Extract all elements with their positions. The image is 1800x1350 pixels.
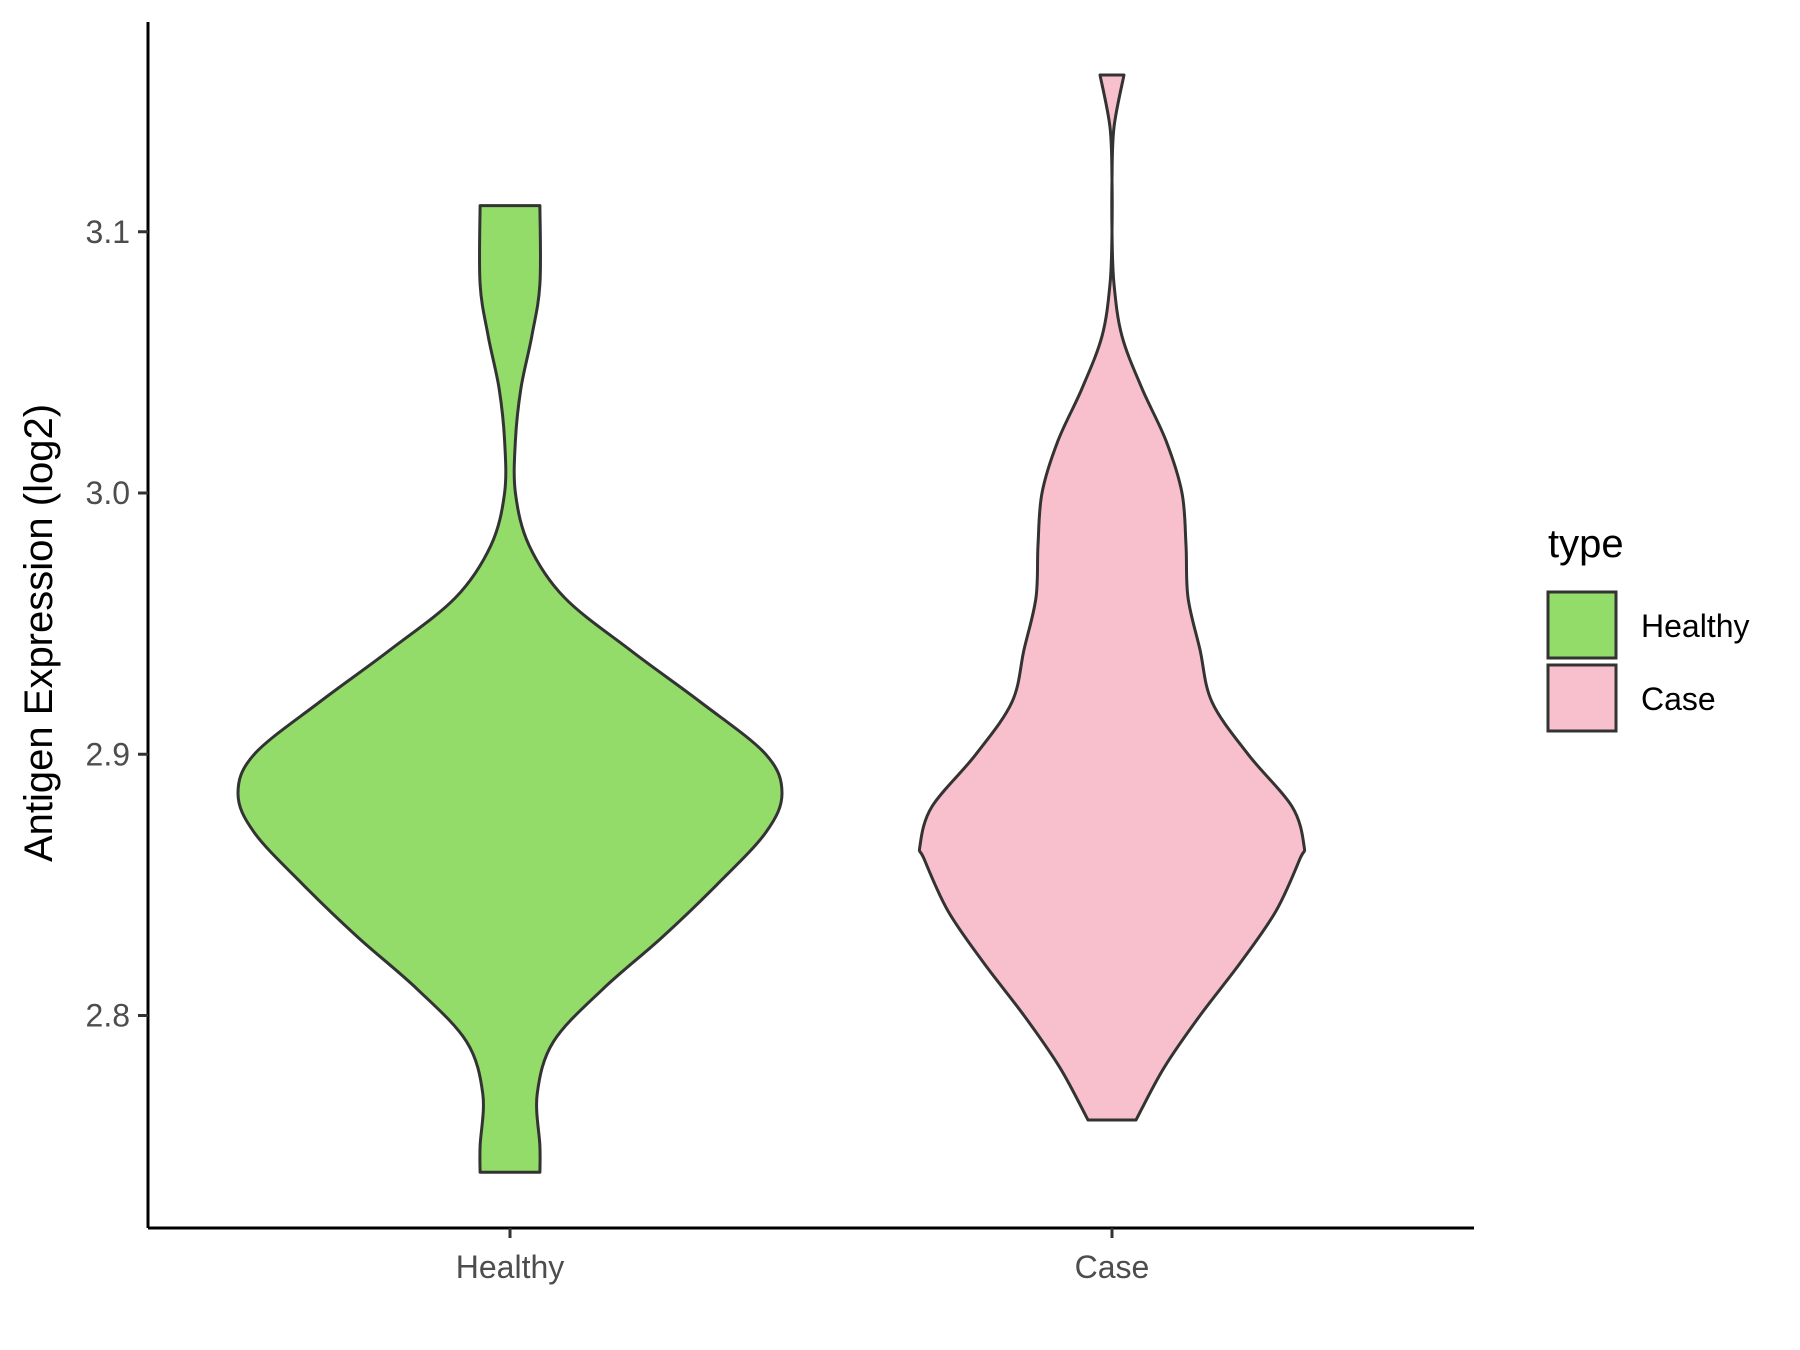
legend-key-healthy — [1546, 590, 1618, 660]
y-axis-title: Antigen Expression (log2) — [17, 404, 61, 862]
y-tick-label: 2.8 — [86, 998, 130, 1034]
y-tick-label: 3.1 — [86, 214, 130, 250]
violin-healthy — [236, 204, 784, 1174]
legend: type Healthy Case — [1546, 522, 1750, 733]
x-axis: Healthy Case — [148, 1226, 1474, 1285]
legend-title: type — [1548, 522, 1624, 566]
x-tick-label-case: Case — [1075, 1249, 1150, 1285]
x-tick-label-healthy: Healthy — [456, 1249, 565, 1285]
legend-label-healthy: Healthy — [1641, 608, 1750, 644]
legend-label-case: Case — [1641, 681, 1716, 717]
y-tick-label: 2.9 — [86, 736, 130, 772]
legend-key-case — [1546, 663, 1618, 733]
y-tick-label: 3.0 — [86, 475, 130, 511]
legend-items: Healthy Case — [1546, 590, 1750, 733]
y-axis: 2.8 2.9 3.0 3.1 — [86, 22, 150, 1228]
violin-case — [917, 73, 1307, 1122]
violin-layer — [236, 73, 1307, 1174]
